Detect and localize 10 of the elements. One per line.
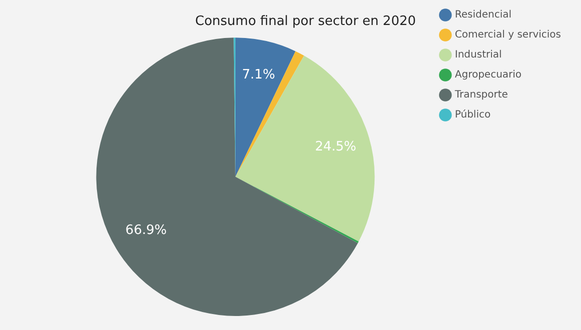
legend-label: Comercial y servicios <box>454 30 562 41</box>
legend-label: Público <box>454 110 491 121</box>
legend-label: Residencial <box>454 10 512 21</box>
legend-label: Industrial <box>454 50 502 61</box>
legend-label: Transporte <box>454 90 508 101</box>
legend-label: Agropecuario <box>454 70 522 81</box>
data-label: 7.1% <box>242 67 276 82</box>
text: Consumo final por sector en 2020 <box>195 14 416 30</box>
data-label: 66.9% <box>125 223 167 238</box>
data-label: 24.5% <box>314 140 356 155</box>
